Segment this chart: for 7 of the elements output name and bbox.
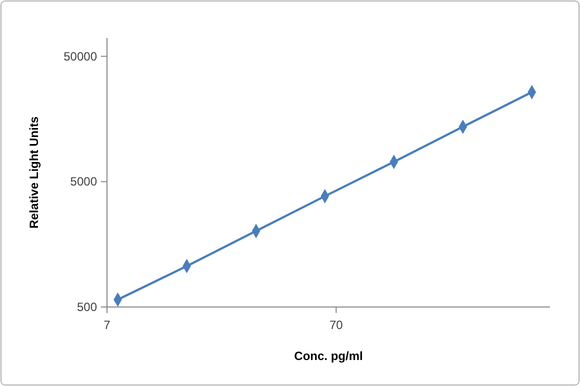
x-tick-label: 70	[329, 318, 344, 332]
y-tick-label: 5000	[70, 174, 98, 189]
y-tick-label: 500	[76, 300, 98, 314]
y-tick-label: 50000	[64, 49, 98, 64]
x-tick-label: 7	[104, 318, 111, 332]
x-axis-title: Conc. pg/ml	[294, 349, 363, 363]
y-axis-title: Relative Light Units	[27, 116, 41, 229]
